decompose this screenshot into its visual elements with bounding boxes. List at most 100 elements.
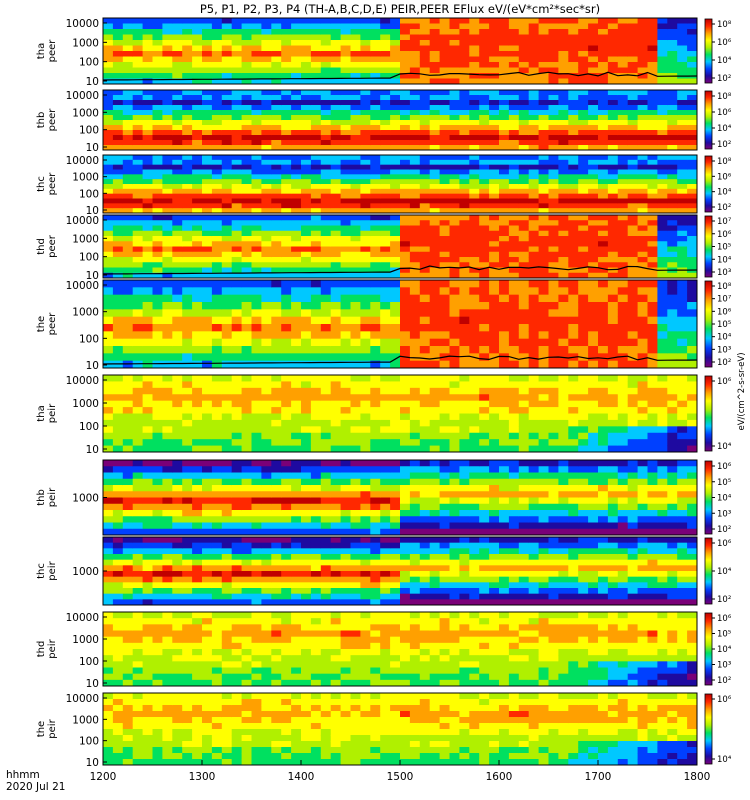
spectrogram-cell bbox=[637, 174, 648, 180]
spectrogram-cell bbox=[271, 287, 282, 296]
spectrogram-cell bbox=[152, 100, 163, 106]
spectrogram-cell bbox=[558, 62, 569, 68]
spectrogram-cell bbox=[568, 188, 579, 195]
spectrogram-cell bbox=[508, 267, 520, 274]
spectrogram-cell bbox=[479, 40, 490, 46]
spectrogram-cell bbox=[172, 439, 183, 447]
spectrogram-cell bbox=[677, 407, 688, 414]
spectrogram-cell bbox=[538, 419, 549, 427]
spectrogram-cell bbox=[439, 460, 450, 467]
spectrogram-cell bbox=[310, 394, 322, 402]
spectrogram-cell bbox=[112, 236, 124, 242]
spectrogram-cell bbox=[103, 309, 114, 318]
spectrogram-cell bbox=[469, 419, 480, 427]
spectrogram-cell bbox=[330, 294, 342, 303]
spectrogram-cell bbox=[211, 130, 223, 136]
spectrogram-cell bbox=[231, 432, 243, 440]
spectrogram-cell bbox=[310, 29, 322, 35]
spectrogram-cell bbox=[211, 338, 223, 347]
spectrogram-cell bbox=[103, 522, 114, 530]
spectrogram-cell bbox=[459, 503, 470, 511]
spectrogram-cell bbox=[103, 78, 114, 85]
spectrogram-cell bbox=[439, 302, 450, 310]
spectrogram-cell bbox=[677, 45, 688, 52]
spectrogram-cell bbox=[518, 485, 530, 492]
spectrogram-cell bbox=[637, 346, 648, 354]
spectrogram-cell bbox=[479, 294, 490, 303]
spectrogram-cell bbox=[647, 400, 658, 408]
spectrogram-cell bbox=[202, 105, 213, 111]
spectrogram-cell bbox=[687, 280, 698, 288]
spectrogram-cell bbox=[459, 67, 470, 74]
spectrogram-cell bbox=[202, 280, 213, 288]
spectrogram-cell bbox=[370, 439, 381, 447]
spectrogram-cell bbox=[192, 67, 203, 74]
spectrogram-cell bbox=[112, 280, 124, 288]
spectrogram-cell bbox=[271, 159, 282, 166]
spectrogram-cell bbox=[122, 169, 134, 175]
spectrogram-cell bbox=[192, 184, 203, 190]
spectrogram-cell bbox=[469, 155, 480, 161]
spectrogram-cell bbox=[390, 179, 401, 185]
spectrogram-cell bbox=[132, 324, 144, 332]
spectrogram-cell bbox=[627, 125, 639, 131]
spectrogram-cell bbox=[350, 105, 361, 111]
spectrogram-cell bbox=[489, 516, 500, 523]
spectrogram-cell bbox=[103, 159, 114, 166]
spectrogram-cell bbox=[132, 445, 144, 453]
spectrogram-cell bbox=[162, 287, 173, 296]
spectrogram-cell bbox=[380, 188, 391, 195]
spectrogram-cell bbox=[400, 294, 411, 303]
spectrogram-cell bbox=[429, 346, 441, 354]
spectrogram-cell bbox=[132, 251, 144, 258]
spectrogram-cell bbox=[301, 309, 312, 318]
spectrogram-cell bbox=[211, 159, 223, 166]
spectrogram-cell bbox=[419, 198, 431, 204]
spectrogram-cell bbox=[607, 73, 619, 79]
spectrogram-cell bbox=[330, 62, 342, 68]
spectrogram-cell bbox=[637, 272, 648, 279]
spectrogram-cell bbox=[528, 375, 540, 382]
spectrogram-cell bbox=[301, 155, 312, 161]
spectrogram-cell bbox=[598, 230, 609, 237]
spectrogram-cell bbox=[687, 110, 698, 116]
spectrogram-cell bbox=[607, 272, 619, 279]
spectrogram-cell bbox=[202, 485, 213, 492]
spectrogram-cell bbox=[578, 208, 589, 214]
spectrogram-cell bbox=[687, 360, 698, 369]
spectrogram-cell bbox=[508, 56, 520, 63]
spectrogram-cell bbox=[122, 29, 134, 35]
spectrogram-cell bbox=[112, 140, 124, 146]
spectrogram-cell bbox=[677, 169, 688, 175]
spectrogram-cell bbox=[281, 193, 292, 199]
spectrogram-cell bbox=[419, 316, 431, 325]
spectrogram-cell bbox=[449, 188, 460, 195]
spectrogram-cell bbox=[528, 115, 540, 121]
spectrogram-cell bbox=[459, 387, 470, 395]
spectrogram-cell bbox=[400, 302, 411, 310]
spectrogram-cell bbox=[528, 331, 540, 340]
spectrogram-cell bbox=[647, 184, 658, 190]
spectrogram-cell bbox=[518, 331, 530, 340]
spectrogram-cell bbox=[548, 246, 559, 253]
spectrogram-cell bbox=[479, 120, 490, 126]
spectrogram-cell bbox=[340, 346, 351, 354]
spectrogram-cell bbox=[617, 90, 629, 96]
spectrogram-cell bbox=[112, 120, 124, 126]
spectrogram-cell bbox=[211, 309, 223, 318]
spectrogram-cell bbox=[202, 516, 213, 523]
spectrogram-cell bbox=[449, 155, 460, 161]
spectrogram-cell bbox=[588, 381, 599, 389]
spectrogram-cell bbox=[162, 251, 173, 258]
spectrogram-cell bbox=[400, 67, 411, 74]
spectrogram-cell bbox=[192, 439, 203, 447]
spectrogram-cell bbox=[271, 251, 282, 258]
spectrogram-cell bbox=[350, 353, 361, 362]
spectrogram-cell bbox=[152, 331, 163, 340]
spectrogram-cell bbox=[291, 169, 302, 175]
spectrogram-cell bbox=[182, 23, 193, 30]
spectrogram-cell bbox=[103, 203, 114, 209]
spectrogram-cell bbox=[429, 188, 441, 195]
spectrogram-cell bbox=[469, 125, 480, 131]
